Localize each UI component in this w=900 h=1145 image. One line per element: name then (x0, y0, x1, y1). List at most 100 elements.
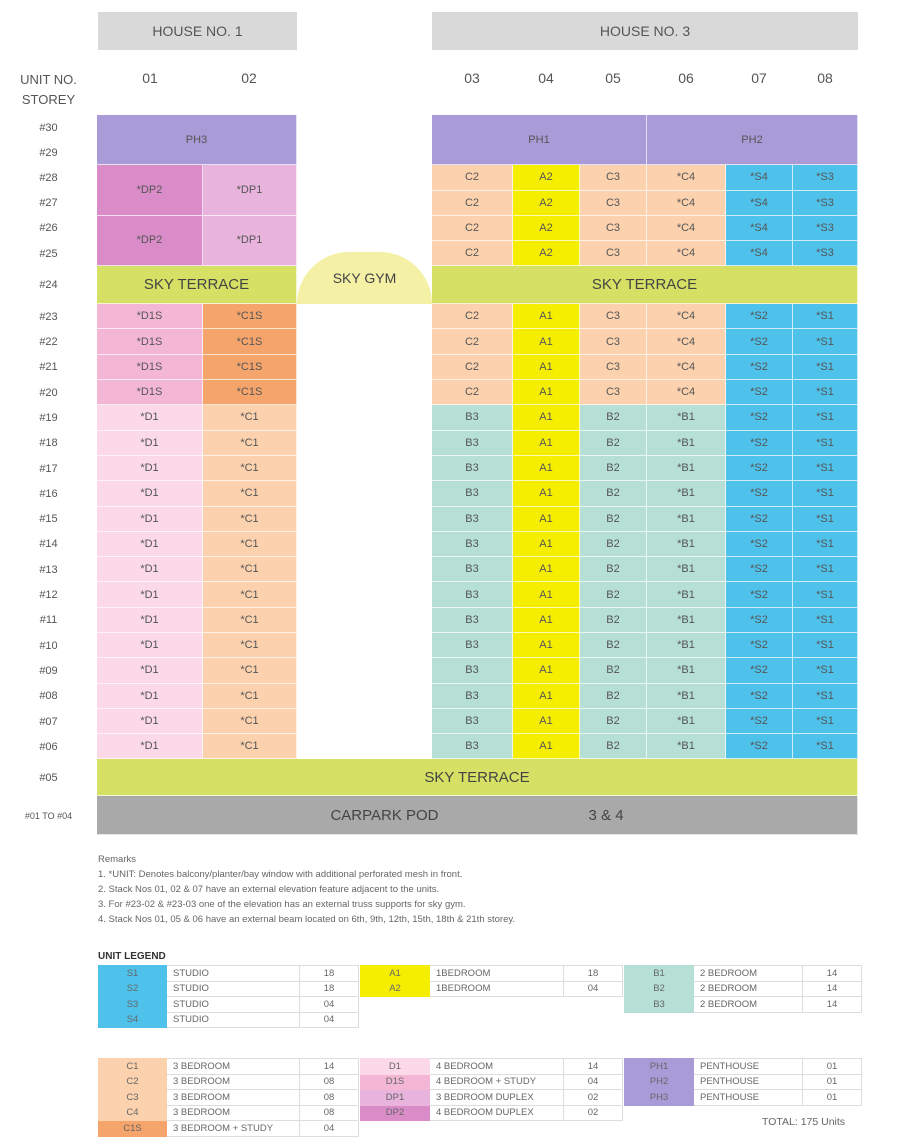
legend-code: B2 (624, 980, 694, 997)
unit-cell: *D1 (97, 506, 203, 532)
unit-cell: *S2 (726, 354, 793, 381)
legend-code: PH3 (624, 1089, 694, 1106)
legend-row: DP1 3 BEDROOM DUPLEX 02 (360, 1089, 623, 1106)
unit-cell: A1 (513, 329, 580, 355)
legend-row: DP2 4 BEDROOM DUPLEX 02 (360, 1104, 623, 1121)
legend-count: 02 (563, 1089, 623, 1106)
unit-number-07: 07 (751, 70, 767, 86)
unit-cell: B3 (432, 734, 513, 760)
unit-cell: *C1S (203, 329, 297, 355)
unit-cell: A1 (513, 734, 580, 760)
unit-cell: *D1S (97, 304, 203, 330)
unit-cell: *C4 (647, 380, 726, 406)
unit-cell: *S2 (726, 607, 793, 633)
unit-cell: *S2 (726, 531, 793, 558)
unit-cell: *S2 (726, 683, 793, 709)
storey-label: #01 TO #04 (24, 810, 73, 821)
unit-cell: *S1 (793, 506, 858, 532)
unit-cell: *S1 (793, 708, 858, 735)
unit-cell: *C1 (203, 455, 297, 482)
unit-cell: *B1 (647, 405, 726, 431)
unit-cell: A1 (513, 405, 580, 431)
legend-code: C1 (98, 1058, 167, 1075)
unit-cell: *B1 (647, 531, 726, 558)
storey-label: #20 (39, 386, 58, 399)
legend-row: S1 STUDIO 18 (98, 965, 359, 982)
legend-title: UNIT LEGEND (98, 951, 166, 962)
unit-cell: *DP1 (203, 215, 297, 267)
house-3-header: HOUSE NO. 3 (432, 12, 858, 50)
unit-cell: B2 (580, 607, 647, 633)
unit-cell: C2 (432, 304, 513, 330)
legend-count: 14 (802, 980, 862, 997)
unit-cell: B3 (432, 607, 513, 633)
unit-cell: A1 (513, 658, 580, 684)
unit-cell: B3 (432, 430, 513, 456)
unit-cell: B2 (580, 430, 647, 456)
unit-cell: *C1S (203, 354, 297, 381)
storey-label: #23 (39, 310, 58, 323)
legend-count: 14 (563, 1058, 623, 1075)
legend-row: PH3 PENTHOUSE 01 (624, 1089, 862, 1106)
legend-count: 04 (563, 980, 623, 997)
unit-cell: B3 (432, 531, 513, 558)
legend-code: S3 (98, 996, 167, 1013)
unit-cell: B2 (580, 632, 647, 659)
legend-desc: 1BEDROOM (429, 965, 564, 982)
legend-row: D1S 4 BEDROOM + STUDY 04 (360, 1073, 623, 1090)
unit-cell: C2 (432, 380, 513, 406)
unit-cell: *B1 (647, 557, 726, 583)
legend-code: C4 (98, 1104, 167, 1121)
unit-cell: *S2 (726, 304, 793, 330)
legend-row: C3 3 BEDROOM 08 (98, 1089, 359, 1106)
sky-gym: SKY GYM (297, 252, 432, 305)
sky-terrace-house1: SKY TERRACE (97, 266, 297, 305)
storey-label: #13 (39, 563, 58, 576)
unit-cell: A1 (513, 708, 580, 735)
unit-cell: B2 (580, 455, 647, 482)
storey-label: #21 (39, 361, 58, 374)
unit-cell: A1 (513, 683, 580, 709)
unit-cell: *C4 (647, 240, 726, 267)
unit-cell: B2 (580, 582, 647, 608)
legend-desc: 3 BEDROOM (166, 1104, 300, 1121)
unit-no-label: UNIT NO. (20, 72, 77, 87)
unit-cell: *D1 (97, 557, 203, 583)
unit-cell: *D1 (97, 683, 203, 709)
unit-number-05: 05 (605, 70, 621, 86)
legend-table: A1 1BEDROOM 18 A2 1BEDROOM 04 (360, 965, 623, 997)
unit-cell: *S1 (793, 455, 858, 482)
unit-cell: *S2 (726, 481, 793, 507)
unit-cell: *D1 (97, 632, 203, 659)
unit-cell: A1 (513, 557, 580, 583)
unit-cell: *S2 (726, 557, 793, 583)
legend-count: 08 (299, 1104, 359, 1121)
storey-label: #25 (39, 247, 58, 260)
unit-cell: *S2 (726, 506, 793, 532)
unit-cell: C3 (580, 329, 647, 355)
unit-cell: C2 (432, 329, 513, 355)
unit-cell: *S3 (793, 165, 858, 191)
unit-cell: *B1 (647, 658, 726, 684)
legend-count: 14 (299, 1058, 359, 1075)
unit-cell: *S2 (726, 582, 793, 608)
unit-cell: *S2 (726, 632, 793, 659)
unit-cell: A1 (513, 430, 580, 456)
unit-cell: *C1 (203, 506, 297, 532)
unit-cell: B3 (432, 557, 513, 583)
storey-label: #15 (39, 513, 58, 526)
legend-code: B3 (624, 996, 694, 1013)
unit-cell: B2 (580, 405, 647, 431)
unit-cell: C3 (580, 354, 647, 381)
unit-cell: A2 (513, 165, 580, 191)
unit-cell: C3 (580, 240, 647, 267)
unit-cell: *S1 (793, 304, 858, 330)
legend-count: 02 (563, 1104, 623, 1121)
remarks: Remarks 1. *UNIT: Denotes balcony/plante… (98, 852, 515, 927)
unit-number-01: 01 (142, 70, 158, 86)
unit-cell: C3 (580, 165, 647, 191)
remark-item: 1. *UNIT: Denotes balcony/planter/bay wi… (98, 869, 463, 880)
legend-row: A2 1BEDROOM 04 (360, 980, 623, 997)
unit-cell: *C4 (647, 190, 726, 216)
unit-cell: B3 (432, 405, 513, 431)
